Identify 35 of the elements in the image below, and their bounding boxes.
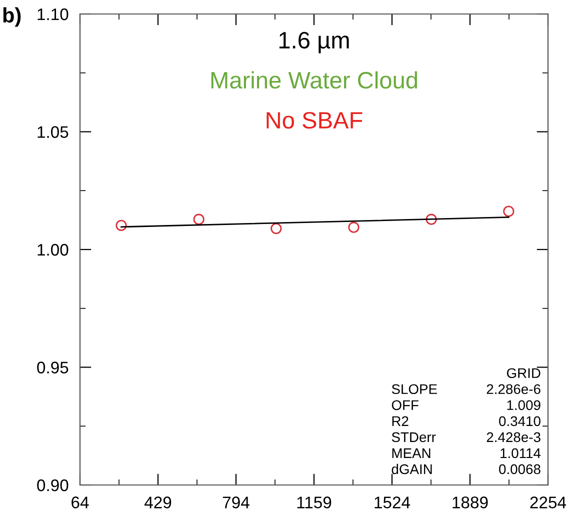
x-tick-label: 2254 — [530, 496, 566, 508]
x-tick-label: 64 — [72, 496, 89, 508]
annotation: R2 — [392, 416, 408, 426]
annotation: 1.009 — [507, 400, 540, 410]
y-tick-label: 1.10 — [38, 8, 68, 20]
annotation: SLOPE — [392, 384, 437, 394]
x-tick-label: 1524 — [374, 496, 410, 508]
x-tick-label: 794 — [222, 496, 250, 508]
annotation: Marine Water Cloud — [211, 71, 418, 89]
y-tick-label: 1.00 — [38, 244, 68, 256]
annotation: MEAN — [392, 448, 430, 458]
point — [270, 222, 282, 234]
annotation: No SBAF — [266, 112, 362, 129]
annotation: 2.428e-3 — [486, 432, 540, 442]
annotation: 2.286e-6 — [486, 384, 540, 394]
annotation: 0.3410 — [499, 416, 540, 426]
y-tick-label: 0.90 — [37, 479, 68, 492]
annotation: OFF — [392, 400, 418, 410]
x-tick-label: 1889 — [452, 496, 488, 508]
annotation: dGAIN — [392, 464, 432, 474]
point — [193, 214, 204, 225]
point — [116, 220, 127, 232]
text: b) — [3, 7, 21, 27]
annotation: 0.0068 — [499, 464, 540, 474]
y-tick-label: 0.95 — [37, 362, 68, 374]
point — [426, 214, 437, 225]
point — [503, 206, 514, 217]
annotation: 1.0114 — [500, 448, 541, 458]
annotation: 1.6 µm — [279, 32, 349, 54]
annotation: STDerr — [392, 432, 436, 442]
annotation: GRID — [506, 368, 540, 378]
x-tick-label: 429 — [144, 496, 172, 508]
point — [348, 222, 360, 233]
x-tick-label: 1159 — [297, 496, 332, 508]
y-tick-label: 1.05 — [38, 126, 68, 138]
